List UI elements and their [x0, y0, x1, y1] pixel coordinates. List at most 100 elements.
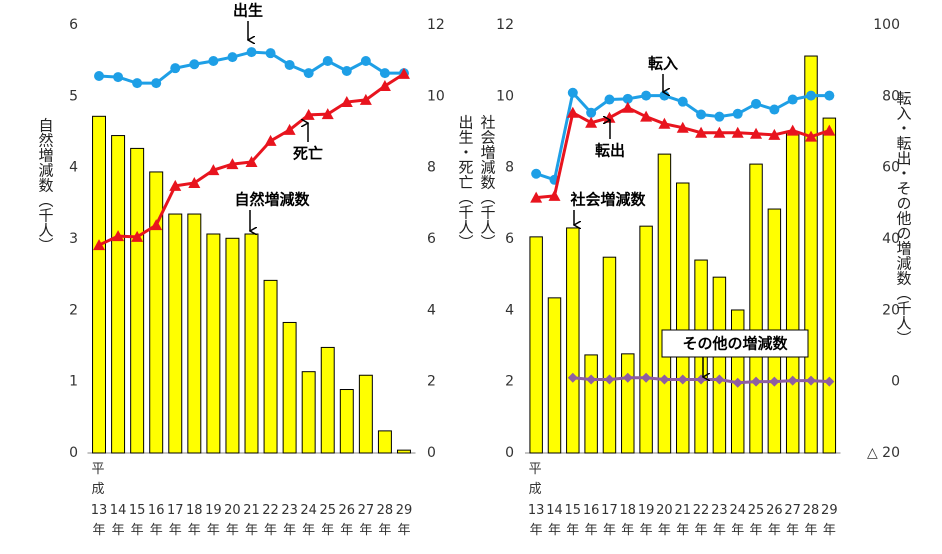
bar: [206, 233, 221, 454]
marker: [226, 158, 239, 170]
marker: [640, 110, 653, 122]
bar: [621, 353, 635, 454]
x-tick-label: 23年: [711, 503, 728, 538]
y2-tick-label: △ 20: [867, 445, 900, 461]
bar: [263, 279, 278, 454]
marker: [340, 96, 353, 108]
marker: [303, 68, 314, 79]
marker: [283, 123, 296, 135]
y-tick-label: 8: [505, 160, 514, 176]
marker: [714, 374, 725, 385]
y2-tick-label: 60: [882, 160, 900, 176]
marker: [284, 59, 295, 70]
marker: [695, 126, 708, 138]
x-tick-label: 21年: [674, 503, 692, 538]
marker: [750, 127, 763, 139]
bar: [282, 321, 297, 454]
x-tick-label: 21年: [243, 503, 260, 538]
marker: [132, 78, 143, 89]
marker: [714, 111, 725, 122]
bar: [111, 135, 126, 454]
marker: [112, 230, 125, 242]
y2-tick-label: 80: [882, 88, 900, 104]
marker: [586, 374, 597, 385]
marker: [585, 116, 598, 128]
marker: [731, 126, 744, 138]
marker: [696, 109, 707, 120]
marker: [379, 68, 390, 79]
bar: [320, 346, 335, 454]
y-axis-label: 社会増減数（千人）: [479, 115, 497, 250]
bar: [92, 115, 107, 454]
marker: [769, 104, 780, 115]
marker: [94, 71, 105, 82]
x-tick-label: 17年: [601, 503, 618, 538]
bar: [130, 147, 145, 454]
marker: [751, 376, 762, 387]
y-tick-label: 6: [505, 231, 514, 247]
x-tick-label: 23年: [281, 503, 298, 538]
y-tick-label: 1: [69, 374, 78, 390]
bar: [187, 213, 202, 454]
bar: [657, 153, 672, 454]
marker: [322, 56, 333, 67]
x-tick-label: 18年: [619, 503, 637, 538]
marker: [189, 59, 200, 70]
y-tick-label: 0: [69, 445, 78, 461]
annotation-box: [661, 329, 809, 358]
marker: [659, 90, 670, 101]
marker: [824, 90, 835, 101]
x-tick-label: 29年: [395, 503, 413, 538]
marker: [823, 124, 836, 136]
marker: [151, 78, 162, 89]
x-tick-label: 22年: [262, 503, 279, 538]
y2-axis-label: 転入・転出・その他の増減数（千人）: [895, 91, 913, 346]
y-tick-label: 2: [69, 302, 78, 318]
y-tick-label: 4: [505, 302, 514, 318]
marker: [566, 106, 579, 118]
x-tick-label: 27年: [357, 503, 375, 538]
x-tick-label: 15年: [564, 503, 582, 538]
x-tick-label: 19年: [205, 503, 222, 538]
marker: [641, 372, 652, 383]
annotation: 転出: [595, 142, 625, 160]
y2-tick-label: 10: [427, 88, 445, 104]
bar: [584, 354, 598, 454]
marker: [246, 47, 257, 58]
y-tick-label: 4: [69, 160, 78, 176]
x-tick-label: 19年: [637, 503, 655, 538]
marker: [397, 67, 410, 79]
marker: [359, 93, 372, 105]
annotation: その他の増減数: [682, 335, 788, 353]
x-tick-label: 26年: [338, 503, 356, 538]
bar: [804, 55, 818, 454]
x-tick-label: 22年: [692, 503, 710, 538]
bar: [529, 236, 543, 454]
y2-tick-label: 8: [427, 160, 436, 176]
y2-tick-label: 20: [882, 302, 900, 318]
y-tick-label: 5: [69, 88, 78, 104]
x-tick-label: 14年: [109, 503, 127, 538]
marker: [207, 164, 220, 176]
marker: [567, 87, 578, 98]
plots: 自然増減数（千人） 出生・死亡（千人）0123456024681012社会増減数（…: [37, 17, 913, 461]
marker: [622, 93, 633, 104]
bar: [396, 449, 411, 454]
bar: [749, 163, 763, 454]
marker: [806, 90, 817, 101]
marker: [531, 168, 542, 179]
marker: [622, 372, 633, 383]
bar: [712, 276, 727, 454]
annotation: 社会増減数: [569, 191, 646, 209]
y2-axis-label: 出生・死亡（千人）: [457, 115, 475, 250]
marker: [787, 94, 798, 105]
x-tick-label: 28年: [376, 503, 394, 538]
marker: [530, 191, 543, 203]
x-tick-label: 13年: [527, 503, 545, 538]
x-tick-label: 24年: [729, 503, 746, 538]
x-tick-label: 14年: [546, 503, 563, 538]
marker: [805, 130, 818, 142]
y2-tick-label: 0: [427, 445, 436, 461]
marker: [302, 108, 315, 120]
